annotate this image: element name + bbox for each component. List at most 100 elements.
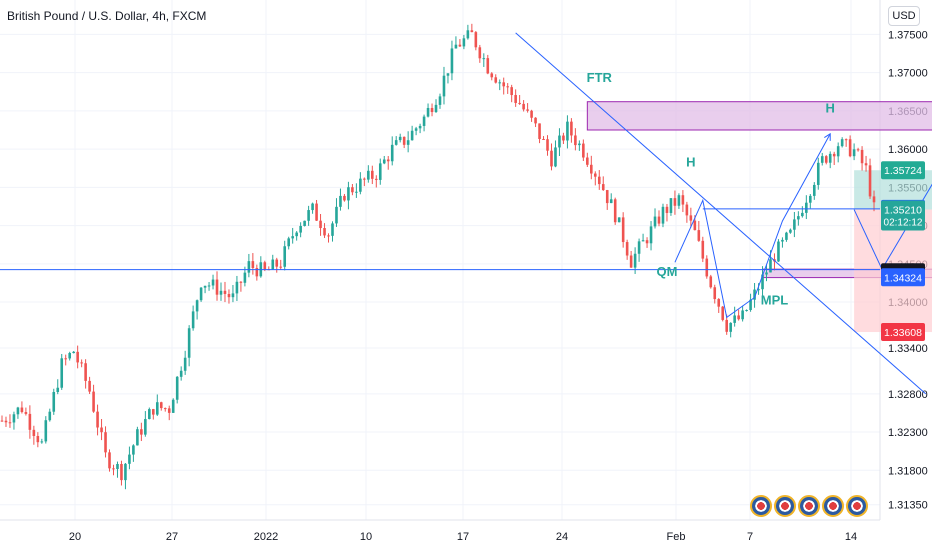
candle-down bbox=[36, 435, 40, 443]
candle-down bbox=[275, 259, 279, 267]
x-tick-label: 2022 bbox=[254, 531, 278, 543]
candle-down bbox=[251, 261, 255, 269]
candle-up bbox=[390, 144, 394, 162]
price-label-box bbox=[881, 200, 925, 231]
candle-up bbox=[426, 107, 430, 117]
candle-up bbox=[840, 139, 844, 147]
candle-up bbox=[132, 445, 135, 455]
candle-up bbox=[299, 225, 302, 233]
candle-down bbox=[152, 409, 155, 415]
candle-down bbox=[605, 190, 609, 204]
candle-up bbox=[414, 128, 418, 131]
candle-down bbox=[490, 73, 494, 78]
price-axis-label: 1.33608 bbox=[881, 323, 925, 342]
candle-up bbox=[347, 187, 350, 201]
pattern-label: H bbox=[826, 100, 835, 115]
candle-down bbox=[386, 159, 390, 162]
candle-down bbox=[832, 153, 836, 157]
candle-down bbox=[120, 464, 123, 481]
candle-up bbox=[677, 195, 681, 206]
candle-down bbox=[363, 178, 366, 180]
candle-up bbox=[231, 293, 235, 298]
candle-up bbox=[733, 315, 736, 323]
candle-up bbox=[558, 135, 561, 148]
gb-flag-icon[interactable] bbox=[750, 495, 772, 517]
candle-up bbox=[836, 146, 840, 157]
candle-down bbox=[681, 195, 685, 205]
candle-down bbox=[351, 187, 354, 193]
candle-up bbox=[462, 38, 466, 47]
candle-down bbox=[140, 429, 143, 435]
candle-down bbox=[239, 281, 243, 283]
candle-down bbox=[673, 198, 677, 206]
x-tick-label: Feb bbox=[667, 531, 686, 543]
candle-down bbox=[868, 165, 872, 197]
candle-down bbox=[8, 422, 12, 424]
candle-down bbox=[526, 109, 529, 111]
candle-up bbox=[765, 272, 768, 275]
candle-up bbox=[761, 274, 764, 290]
candle-up bbox=[243, 272, 247, 283]
gb-flag-icon[interactable] bbox=[798, 495, 820, 517]
candle-up bbox=[179, 370, 183, 377]
candle-up bbox=[359, 178, 362, 192]
candle-up bbox=[753, 289, 756, 300]
candle-down bbox=[76, 351, 79, 363]
gb-flag-icon[interactable] bbox=[846, 495, 868, 517]
candle-down bbox=[657, 216, 661, 224]
event-flags[interactable] bbox=[750, 495, 868, 521]
candle-up bbox=[852, 149, 856, 157]
candle-up bbox=[669, 198, 673, 213]
candle-down bbox=[597, 176, 601, 185]
currency-button[interactable]: USD bbox=[888, 6, 920, 26]
us-flag-icon[interactable] bbox=[822, 495, 844, 517]
candle-down bbox=[4, 420, 8, 423]
candle-up bbox=[355, 191, 358, 193]
x-tick-label: 20 bbox=[69, 531, 81, 543]
candle-up bbox=[378, 163, 382, 180]
candle-down bbox=[32, 429, 36, 436]
candle-down bbox=[263, 262, 267, 270]
candle-up bbox=[187, 328, 191, 358]
us-flag-icon[interactable] bbox=[774, 495, 796, 517]
candle-up bbox=[203, 285, 207, 288]
candle-up bbox=[382, 159, 386, 164]
candle-down bbox=[725, 319, 728, 332]
candle-up bbox=[418, 125, 422, 129]
candle-down bbox=[538, 123, 541, 139]
candle-down bbox=[872, 196, 876, 203]
y-tick-label: 1.33400 bbox=[888, 343, 928, 355]
candle-down bbox=[625, 242, 629, 256]
candle-up bbox=[816, 162, 820, 185]
x-tick-label: 24 bbox=[556, 531, 568, 543]
candle-down bbox=[502, 82, 506, 87]
candle-down bbox=[100, 427, 103, 433]
candle-down bbox=[621, 217, 625, 243]
supply-demand-zone bbox=[586, 101, 932, 131]
candle-up bbox=[454, 44, 458, 49]
price-label-text: 1.35210 bbox=[884, 205, 922, 217]
candle-up bbox=[434, 104, 438, 113]
pattern-label: QM bbox=[656, 264, 677, 279]
candle-up bbox=[828, 153, 832, 163]
candle-up bbox=[745, 309, 748, 311]
candle-up bbox=[235, 281, 239, 294]
candle-down bbox=[494, 77, 498, 83]
candle-down bbox=[474, 32, 478, 48]
candle-down bbox=[28, 413, 32, 430]
candle-down bbox=[223, 290, 227, 294]
candle-down bbox=[24, 412, 28, 414]
candle-down bbox=[713, 287, 717, 300]
pattern-label: FTR bbox=[587, 70, 613, 85]
candle-up bbox=[307, 210, 310, 221]
candle-up bbox=[211, 279, 215, 286]
candle-up bbox=[219, 290, 223, 295]
candle-down bbox=[593, 173, 597, 177]
x-tick-label: 17 bbox=[457, 531, 469, 543]
candle-up bbox=[633, 253, 637, 268]
candle-up bbox=[311, 203, 314, 211]
candle-up bbox=[247, 261, 251, 273]
candle-down bbox=[542, 138, 545, 140]
